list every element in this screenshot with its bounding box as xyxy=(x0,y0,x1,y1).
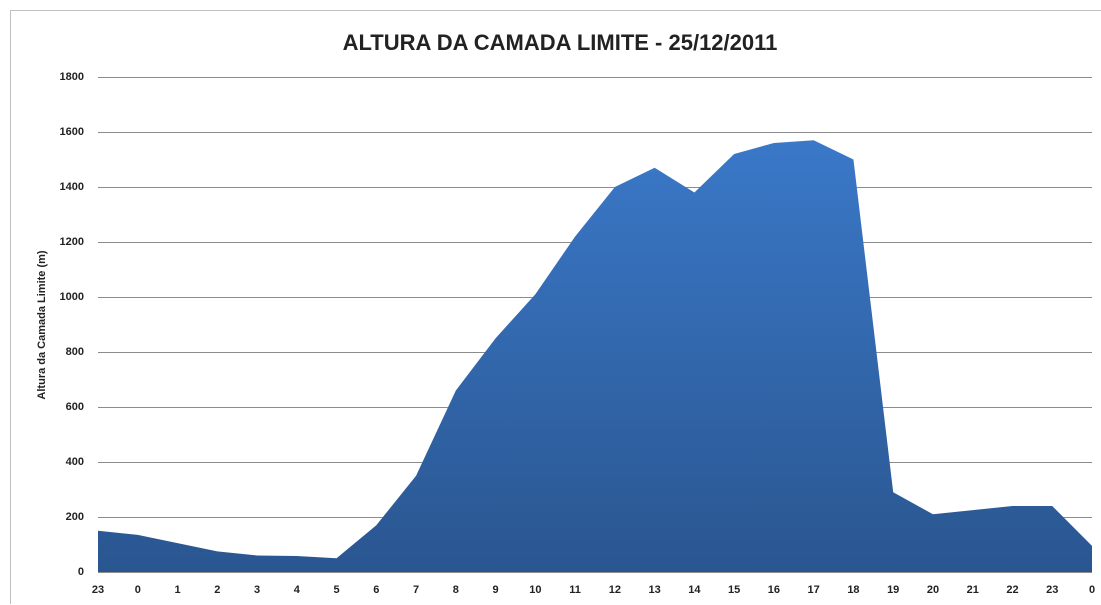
x-tick-label: 11 xyxy=(569,584,581,596)
y-tick-label: 1200 xyxy=(60,236,84,248)
x-tick-label: 6 xyxy=(373,584,379,596)
area xyxy=(98,140,1092,572)
x-tick-label: 16 xyxy=(768,584,780,596)
x-tick-label: 14 xyxy=(688,584,701,596)
y-tick-label: 800 xyxy=(66,346,84,358)
x-tick-label: 4 xyxy=(294,584,301,596)
chart-frame xyxy=(10,10,1101,604)
chart-title: ALTURA DA CAMADA LIMITE - 25/12/2011 xyxy=(343,30,778,55)
x-tick-label: 19 xyxy=(887,584,899,596)
x-tick-label: 15 xyxy=(728,584,740,596)
x-tick-label: 8 xyxy=(453,584,459,596)
x-tick-label: 3 xyxy=(254,584,260,596)
x-tick-label: 23 xyxy=(92,584,104,596)
x-tick-label: 7 xyxy=(413,584,419,596)
y-tick-label: 400 xyxy=(66,456,84,468)
x-tick-label: 22 xyxy=(1006,584,1018,596)
x-tick-label: 18 xyxy=(847,584,859,596)
x-tick-label: 23 xyxy=(1046,584,1058,596)
y-tick-label: 1400 xyxy=(60,181,84,193)
x-tick-label: 5 xyxy=(333,584,339,596)
x-tick-label: 9 xyxy=(493,584,499,596)
x-tick-label: 2 xyxy=(214,584,220,596)
x-tick-label: 1 xyxy=(174,584,180,596)
x-tick-label: 20 xyxy=(927,584,939,596)
x-tick-label: 13 xyxy=(649,584,661,596)
y-tick-label: 1000 xyxy=(60,291,84,303)
x-tick-label: 21 xyxy=(967,584,979,596)
y-tick-label: 0 xyxy=(78,566,84,578)
y-tick-label: 200 xyxy=(66,511,84,523)
x-tick-label: 0 xyxy=(1089,584,1095,596)
y-tick-label: 1600 xyxy=(60,126,84,138)
x-tick-label: 17 xyxy=(808,584,820,596)
x-tick-label: 10 xyxy=(529,584,541,596)
y-tick-label: 1800 xyxy=(60,71,84,83)
y-tick-label: 600 xyxy=(66,401,84,413)
x-tick-label: 12 xyxy=(609,584,621,596)
y-axis-label: Altura da Camada Limite (m) xyxy=(36,250,48,399)
x-tick-label: 0 xyxy=(135,584,141,596)
